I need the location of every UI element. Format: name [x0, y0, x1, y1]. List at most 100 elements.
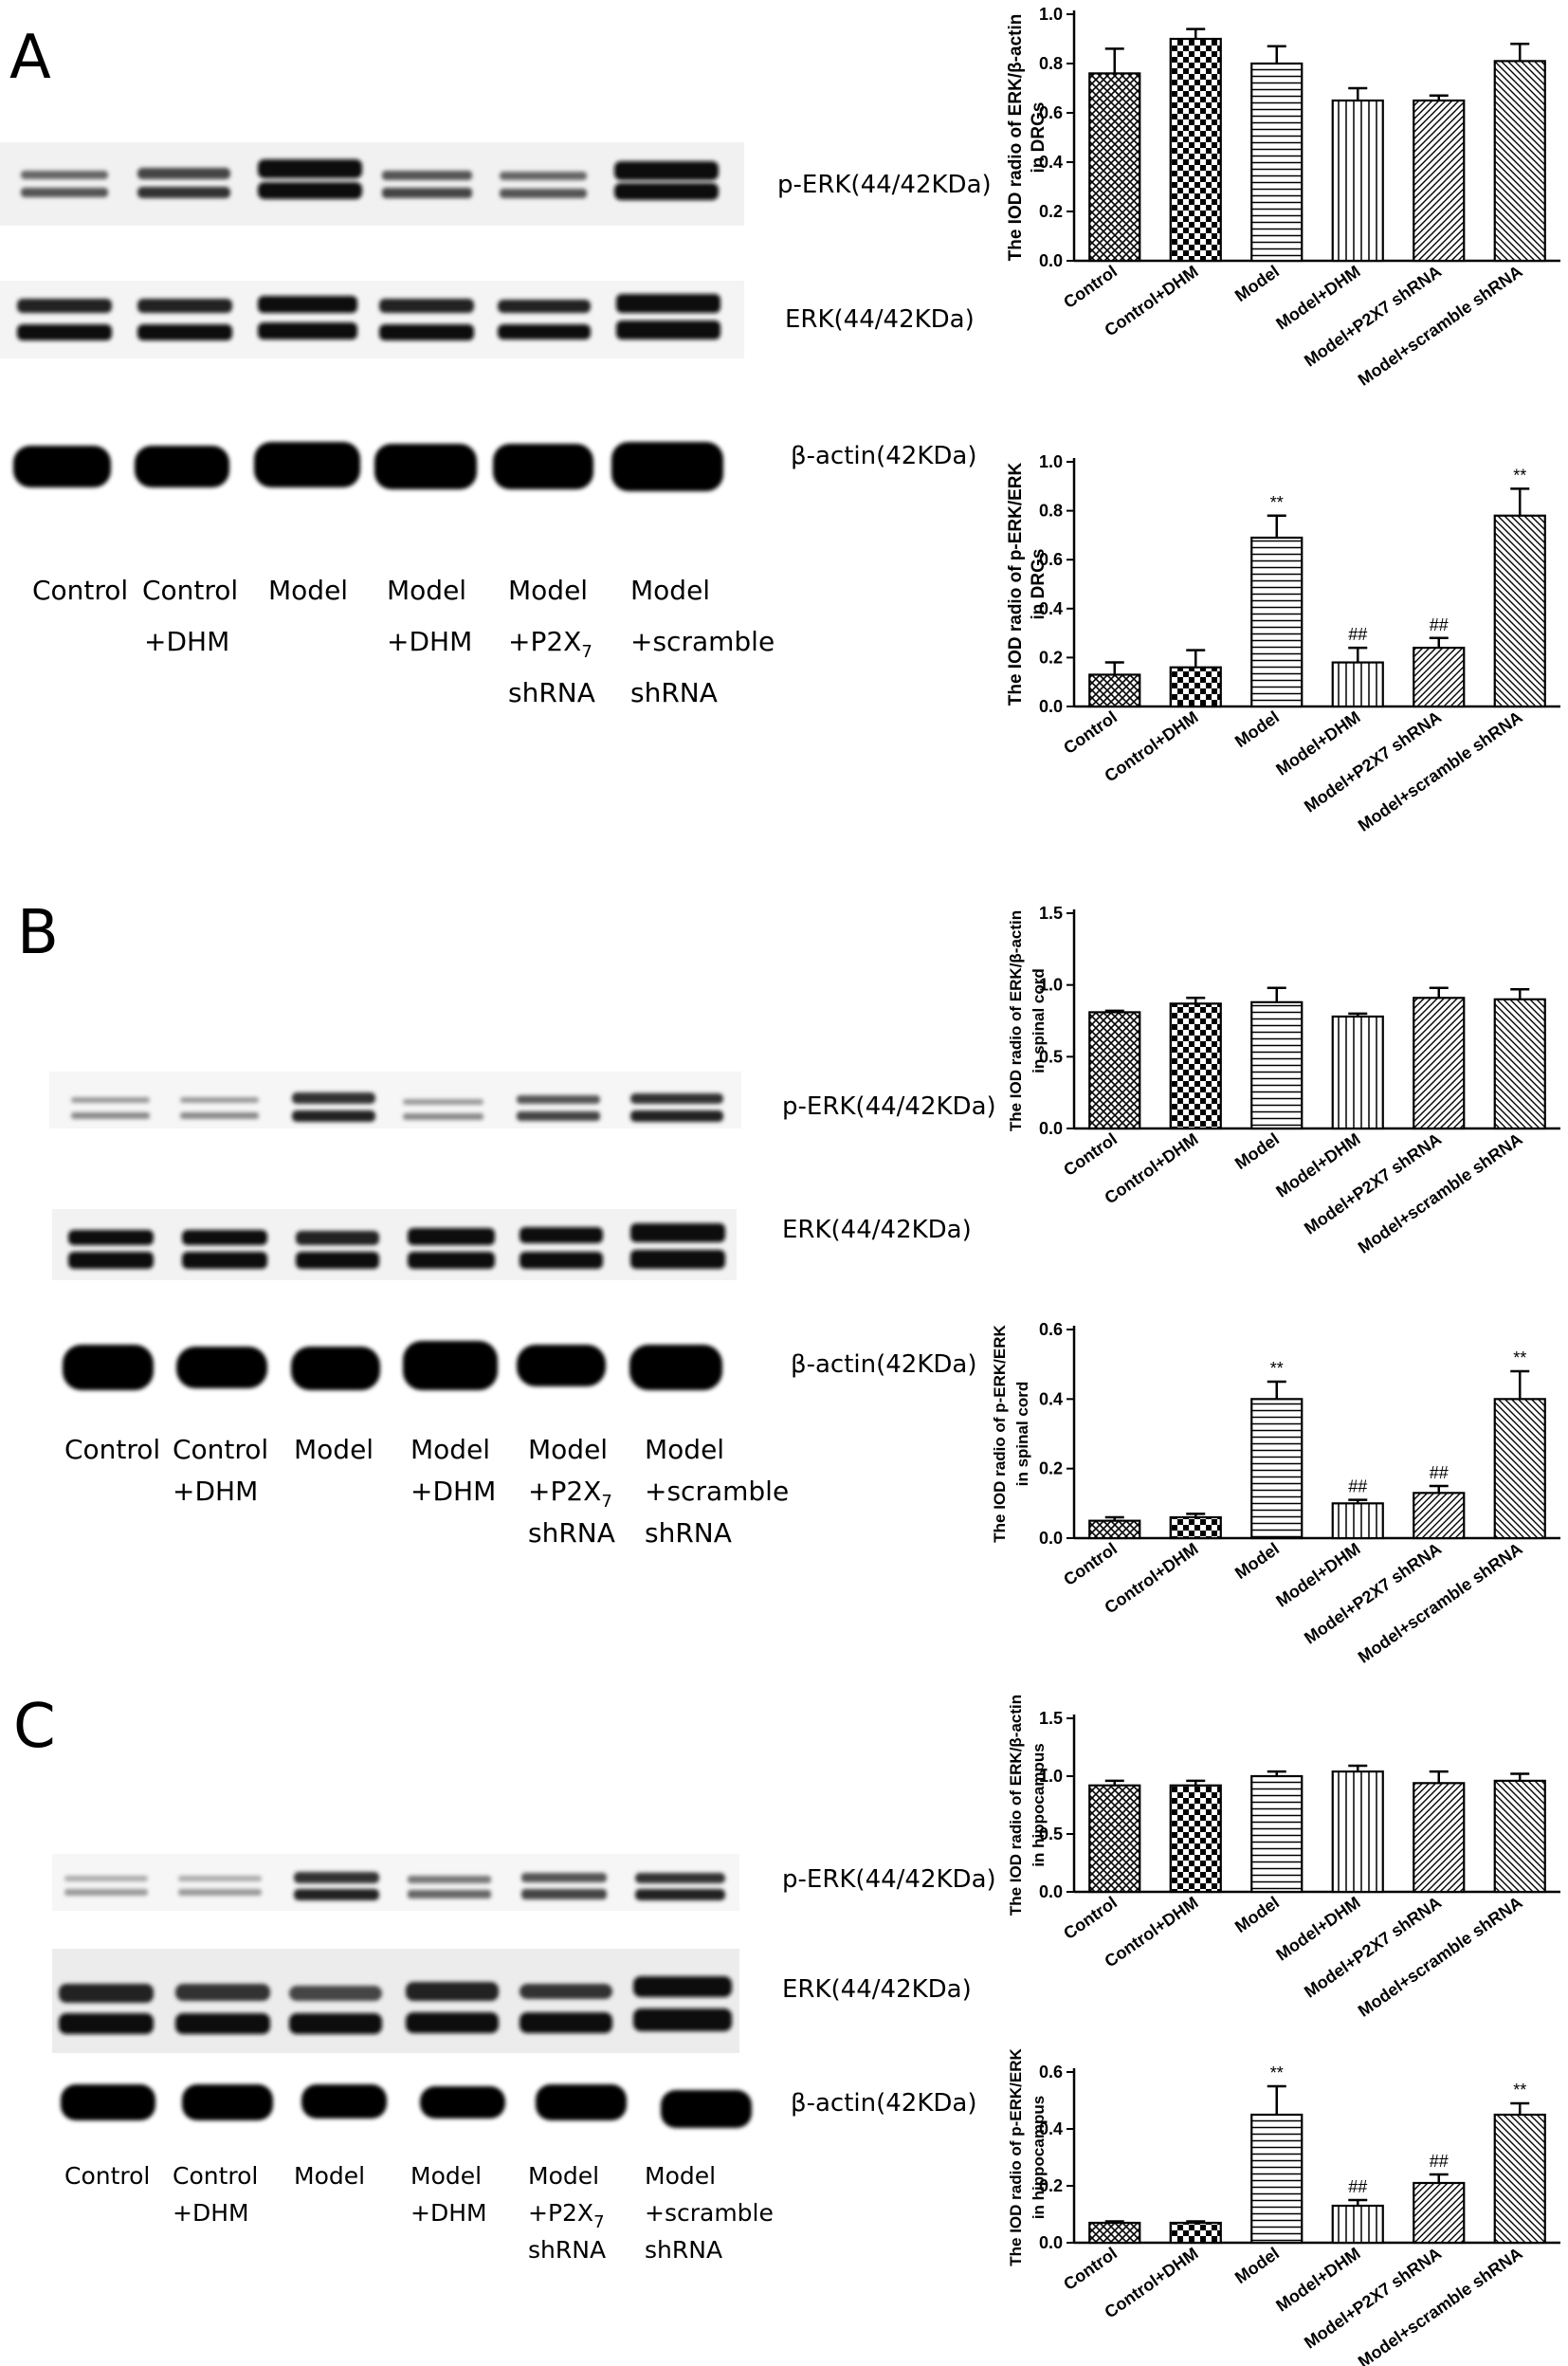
lane-labels-b: Control Control +DHM Model Model +DHM Mo…	[64, 1434, 789, 1549]
category-label: Model+scramble shRNA	[1355, 1893, 1526, 2021]
blot-label-actin-b: β-actin(42KDa)	[791, 1350, 976, 1379]
category-label: Model+scramble shRNA	[1355, 262, 1526, 390]
lane-label: Model	[508, 575, 588, 606]
category-label: Model+scramble shRNA	[1355, 1129, 1526, 1257]
chart-c-erk-actin: 0.0 0.5 1.0 1.5 The IOD radio of ERK/β-actin…	[1007, 1695, 1560, 2021]
lane-label: shRNA	[528, 1517, 615, 1549]
category-label: Model	[1231, 262, 1283, 305]
blot-strip-perk-c	[52, 1854, 739, 1911]
y-tick-label: 0.2	[1039, 202, 1063, 221]
lane-label: Model	[294, 1434, 374, 1465]
bar	[1250, 1398, 1304, 1540]
panel-letter-c: C	[13, 1692, 56, 1762]
y-tick-label: 0.0	[1039, 2233, 1063, 2252]
category-label: Model+P2X7 shRNA	[1301, 2244, 1445, 2353]
bar	[1250, 536, 1304, 708]
y-axis-label: in hippocampus	[1030, 1743, 1048, 1866]
blot-label-erk-a: ERK(44/42KDa)	[785, 305, 975, 334]
category-label: Model	[1231, 707, 1283, 751]
y-tick-label: 1.0	[1039, 452, 1063, 471]
y-tick-label: 0.5	[1039, 1047, 1063, 1066]
y-tick-label: 0.6	[1039, 2063, 1063, 2082]
panel-a: A	[0, 5, 1560, 835]
lane-label: Model	[630, 575, 710, 606]
bar	[1169, 1515, 1222, 1540]
lane-label: Model	[645, 1434, 724, 1465]
lane-labels-a: Control Control +DHM Model Model +DHM Mo…	[32, 575, 775, 708]
category-label: Model+P2X7 shRNA	[1301, 1539, 1445, 1648]
blot-label-erk-b: ERK(44/42KDa)	[782, 1216, 972, 1244]
lane-label: Model	[268, 575, 348, 606]
bar	[1088, 2221, 1141, 2245]
y-axis-label: The IOD radio of ERK/β-actin	[1007, 1695, 1025, 1916]
chart-a-erk-actin: 0.0 0.2 0.4 0.6 0.8 1.0 The IOD radio of ERK/β…	[1006, 5, 1560, 390]
lane-labels-c: Control Control +DHM Model Model +DHM Mo…	[64, 2162, 774, 2264]
bar	[1088, 1784, 1141, 1894]
category-label: Control	[1060, 2244, 1121, 2294]
significance-label: **	[1270, 1359, 1284, 1378]
y-axis-label: in DRGs	[1029, 549, 1048, 620]
y-tick-label: 1.5	[1039, 1709, 1063, 1728]
blot-strip-perk-b	[49, 1072, 741, 1128]
significance-label: ##	[1348, 625, 1367, 644]
significance-label: ##	[1430, 1463, 1449, 1482]
bar	[1493, 998, 1546, 1130]
y-tick-label: 0.6	[1039, 1320, 1063, 1339]
lane-label: +DHM	[387, 626, 472, 657]
chart-b-perk-erk: 0.0 0.2 0.4 0.6 The IOD radio of p-ERK/ERK in…	[991, 1320, 1560, 1667]
y-tick-label: 0.0	[1039, 1529, 1063, 1548]
significance-label: **	[1270, 2063, 1284, 2082]
lane-label: Control	[142, 575, 238, 606]
panel-c: C	[13, 1692, 1560, 2366]
bar	[1413, 1492, 1466, 1540]
bands-c	[59, 1872, 752, 2128]
significance-label: **	[1270, 493, 1284, 512]
bar	[1088, 1519, 1141, 1540]
bar	[1413, 1782, 1466, 1894]
category-label: Model+scramble shRNA	[1355, 1539, 1526, 1667]
bar	[1169, 666, 1222, 708]
lane-label: +DHM	[144, 626, 229, 657]
category-label: Model+scramble shRNA	[1355, 707, 1526, 835]
y-tick-label: 0.0	[1039, 1119, 1063, 1138]
bar	[1250, 2113, 1304, 2245]
category-label: Model	[1231, 1539, 1283, 1583]
y-axis-label: in DRGs	[1029, 102, 1048, 174]
lane-label: +P2X7	[508, 626, 593, 662]
lane-label: +P2X7	[528, 1476, 612, 1512]
blot-label-perk-b: p-ERK(44/42KDa)	[782, 1092, 996, 1121]
panel-b: B	[17, 898, 1560, 1667]
lane-label: +scramble	[645, 2199, 774, 2227]
lane-label: +DHM	[173, 2199, 249, 2227]
y-axis-label: The IOD radio of ERK/β-actin	[1006, 14, 1026, 262]
bar	[1088, 673, 1141, 708]
category-label: Model+P2X7 shRNA	[1301, 707, 1445, 816]
category-label: Model	[1231, 1893, 1283, 1936]
lane-label: Model	[528, 2162, 599, 2190]
y-tick-label: 0.0	[1039, 1882, 1063, 1901]
lane-label: +DHM	[410, 2199, 487, 2227]
y-tick-label: 0.4	[1039, 2119, 1063, 2138]
y-tick-label: 0.2	[1039, 648, 1063, 667]
lane-label: shRNA	[508, 677, 595, 708]
lane-label: +P2X7	[528, 2199, 605, 2232]
category-label: Control	[1060, 707, 1121, 758]
blot-label-perk-c: p-ERK(44/42KDa)	[782, 1865, 996, 1894]
lane-label: Control	[64, 2162, 150, 2190]
lane-label: Control	[64, 1434, 160, 1465]
lane-label: Control	[173, 2162, 258, 2190]
y-tick-label: 0.0	[1039, 697, 1063, 716]
bar	[1169, 37, 1222, 263]
y-axis-label: The IOD radio of p-ERK/ERK	[991, 1325, 1009, 1543]
significance-label: ##	[1430, 615, 1449, 634]
significance-label: ##	[1348, 2177, 1367, 2196]
lane-label: Model	[387, 575, 466, 606]
bar	[1413, 99, 1466, 263]
bar	[1331, 661, 1384, 708]
y-tick-label: 1.0	[1039, 5, 1063, 24]
y-axis-label: The IOD radio of ERK/β-actin	[1007, 910, 1025, 1131]
y-axis-label: in hippocampus	[1030, 2096, 1048, 2219]
category-label: Control	[1060, 262, 1121, 312]
bar	[1493, 2113, 1546, 2245]
